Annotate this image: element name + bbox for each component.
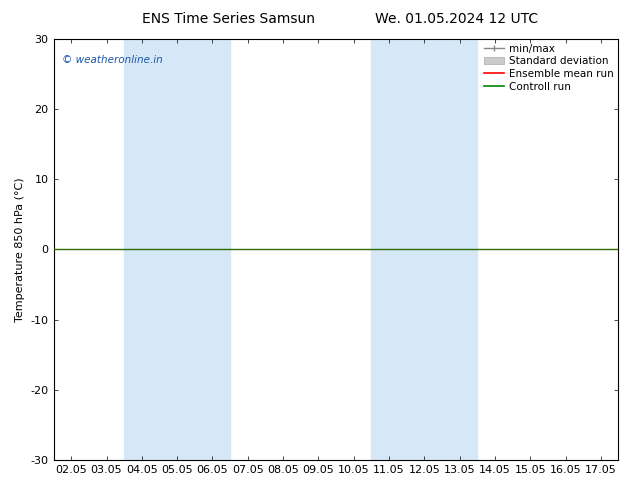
Text: © weatheronline.in: © weatheronline.in bbox=[62, 55, 163, 66]
Y-axis label: Temperature 850 hPa (°C): Temperature 850 hPa (°C) bbox=[15, 177, 25, 321]
Bar bbox=[124, 39, 230, 460]
Text: ENS Time Series Samsun: ENS Time Series Samsun bbox=[142, 12, 314, 26]
Legend: min/max, Standard deviation, Ensemble mean run, Controll run: min/max, Standard deviation, Ensemble me… bbox=[484, 44, 613, 92]
Bar bbox=[372, 39, 477, 460]
Text: We. 01.05.2024 12 UTC: We. 01.05.2024 12 UTC bbox=[375, 12, 538, 26]
